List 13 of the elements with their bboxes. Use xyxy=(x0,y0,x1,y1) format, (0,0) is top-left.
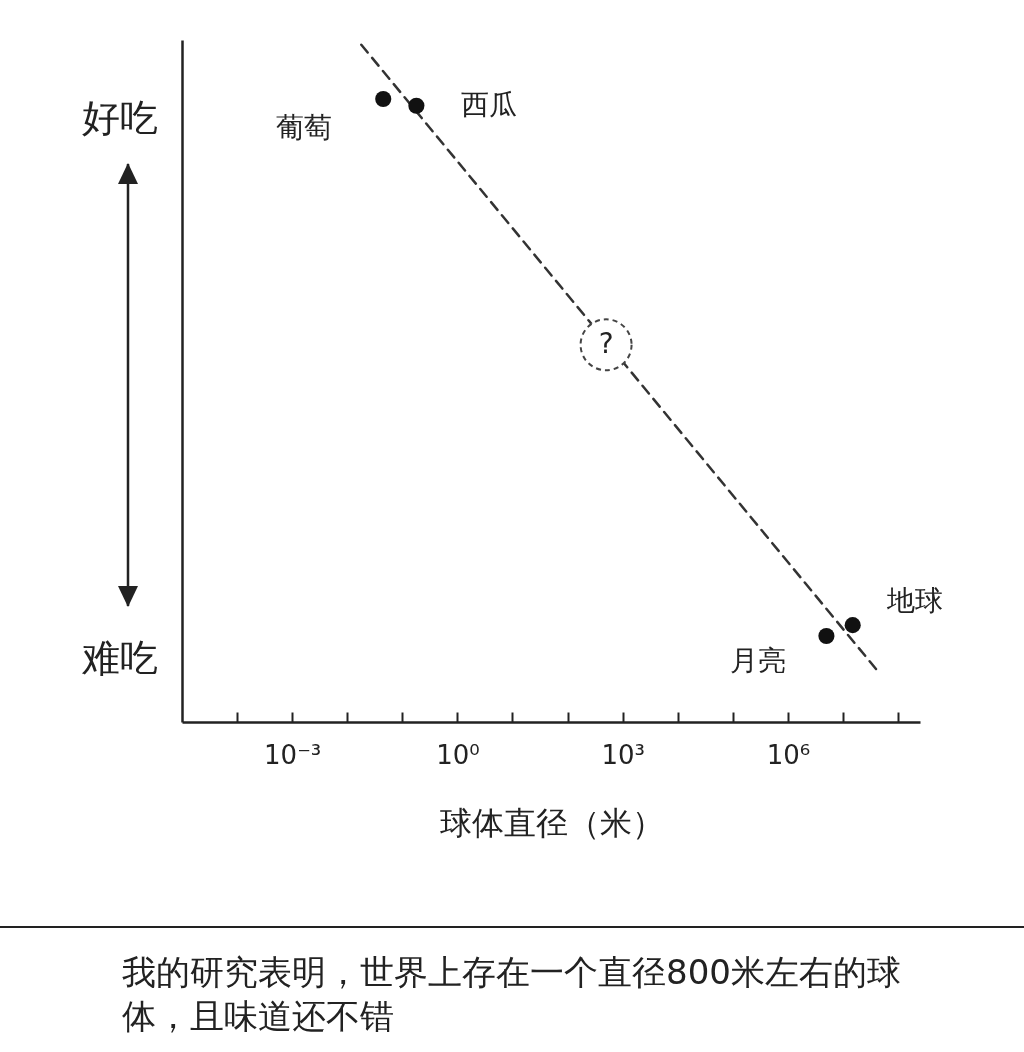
series-label: 西瓜 xyxy=(461,87,518,121)
x-tick-label: 10³ xyxy=(601,739,645,770)
x-tick-label: 10⁻³ xyxy=(264,739,322,770)
x-tick-label: 10⁰ xyxy=(436,739,480,770)
text: 我的研究表明，世界上存在一个直径800米左右的球体，且味道还不错 xyxy=(122,951,902,1038)
x-tick-label: 10⁶ xyxy=(766,739,811,770)
series-label: 地球 xyxy=(885,584,943,618)
x-axis-title: 球体直径（米） xyxy=(439,803,664,842)
series-label: 月亮 xyxy=(730,643,787,677)
text: 难吃 xyxy=(82,636,158,680)
series-label: 葡萄 xyxy=(276,110,333,144)
annotation: ? xyxy=(598,326,614,360)
text: 好吃 xyxy=(82,96,158,140)
